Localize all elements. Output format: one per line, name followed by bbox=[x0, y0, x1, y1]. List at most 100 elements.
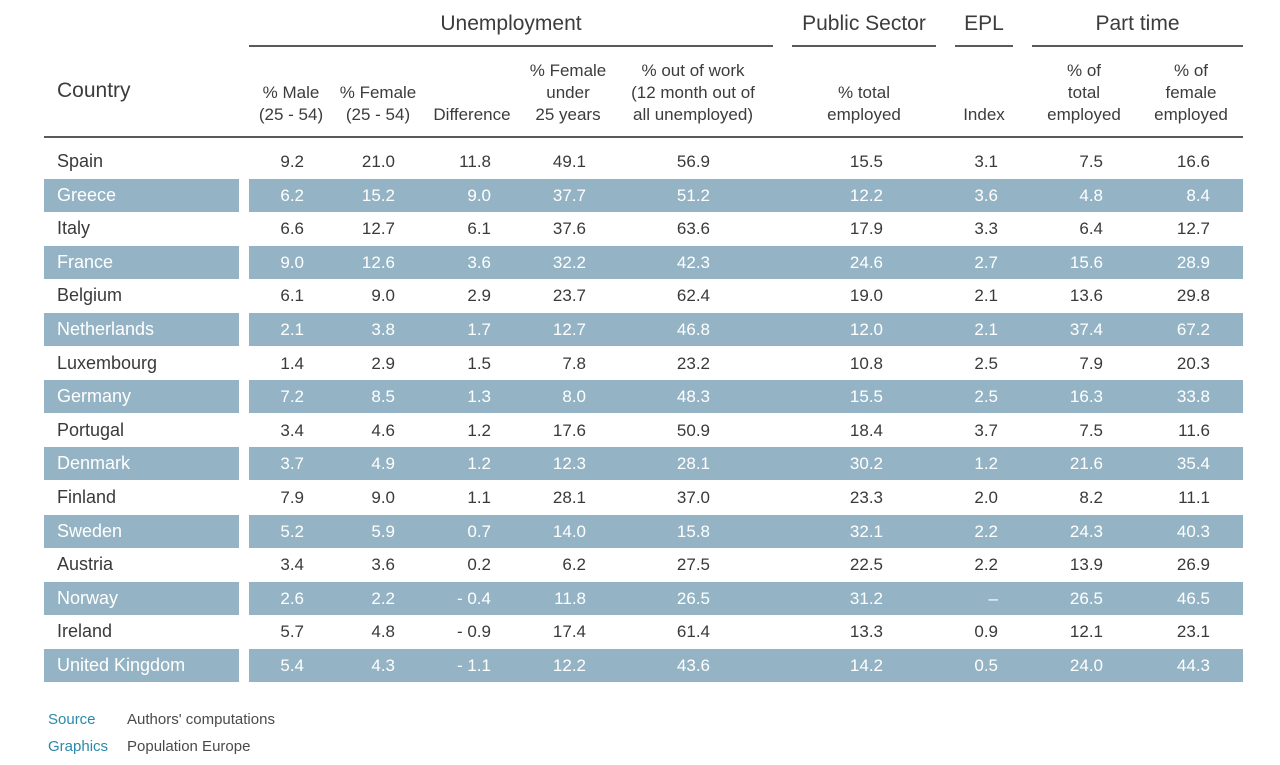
cell-female: 9.0 bbox=[371, 488, 395, 507]
cell-epl-index: 2.2 bbox=[974, 555, 998, 574]
cell-male: 2.1 bbox=[280, 320, 304, 339]
cell-male: 5.4 bbox=[280, 656, 304, 675]
cell-public-total: 32.1 bbox=[849, 522, 883, 541]
row-country-label: Belgium bbox=[57, 285, 123, 305]
source-label: Source bbox=[48, 711, 96, 728]
cell-pt-total: 4.8 bbox=[1079, 186, 1103, 205]
cell-epl-index: 3.3 bbox=[974, 219, 998, 238]
cell-male: 6.1 bbox=[280, 286, 304, 305]
cell-male: 3.7 bbox=[280, 454, 304, 473]
header-rule bbox=[44, 136, 1243, 138]
cell-female-under25: 14.0 bbox=[552, 522, 586, 541]
cell-pt-female: 23.1 bbox=[1176, 622, 1210, 641]
cell-out-of-work: 43.6 bbox=[676, 656, 710, 675]
cell-pt-total: 7.5 bbox=[1079, 152, 1103, 171]
cell-male: 6.6 bbox=[280, 219, 304, 238]
cell-out-of-work: 50.9 bbox=[676, 421, 710, 440]
cell-female: 3.8 bbox=[371, 320, 395, 339]
cell-female-under25: 12.2 bbox=[552, 656, 586, 675]
cell-pt-total: 24.3 bbox=[1069, 522, 1103, 541]
row-band bbox=[249, 447, 1243, 480]
cell-female-under25: 49.1 bbox=[552, 152, 586, 171]
cell-female: 8.5 bbox=[371, 387, 395, 406]
cell-public-total: 30.2 bbox=[849, 454, 883, 473]
cell-female: 12.6 bbox=[361, 253, 395, 272]
group-rule-epl bbox=[955, 45, 1013, 47]
cell-public-total: 22.5 bbox=[849, 555, 883, 574]
group-rule-public-sector bbox=[792, 45, 936, 47]
group-title-unemployment: Unemployment bbox=[440, 12, 582, 35]
row-country-label: Italy bbox=[57, 218, 91, 238]
cell-out-of-work: 37.0 bbox=[676, 488, 710, 507]
cell-pt-female: 26.9 bbox=[1176, 555, 1210, 574]
cell-epl-index: 2.7 bbox=[974, 253, 998, 272]
cell-difference: - 0.4 bbox=[456, 589, 491, 608]
cell-difference: 0.2 bbox=[467, 555, 491, 574]
cell-pt-total: 15.6 bbox=[1069, 253, 1103, 272]
cell-epl-index: 0.5 bbox=[974, 656, 998, 675]
cell-public-total: 14.2 bbox=[849, 656, 883, 675]
cell-pt-total: 8.2 bbox=[1079, 488, 1103, 507]
row-country-label: Ireland bbox=[57, 621, 113, 641]
cell-female-under25: 8.0 bbox=[562, 387, 586, 406]
row-band bbox=[249, 380, 1243, 413]
cell-pt-total: 6.4 bbox=[1079, 219, 1103, 238]
cell-difference: 6.1 bbox=[467, 219, 491, 238]
row-band bbox=[249, 649, 1243, 682]
cell-male: 9.0 bbox=[280, 253, 304, 272]
cell-male: 1.4 bbox=[280, 354, 304, 373]
cell-male: 6.2 bbox=[280, 186, 304, 205]
header-country: Country bbox=[57, 79, 131, 102]
cell-female: 3.6 bbox=[371, 555, 395, 574]
row-band bbox=[249, 515, 1243, 548]
cell-out-of-work: 48.3 bbox=[676, 387, 710, 406]
cell-pt-female: 33.8 bbox=[1176, 387, 1210, 406]
cell-pt-female: 20.3 bbox=[1176, 354, 1210, 373]
row-country-label: Netherlands bbox=[44, 313, 239, 346]
cell-male: 3.4 bbox=[280, 421, 304, 440]
cell-male: 5.7 bbox=[280, 622, 304, 641]
cell-pt-female: 11.1 bbox=[1178, 488, 1210, 507]
header-female: % Female (25 - 54) bbox=[339, 83, 417, 124]
cell-public-total: 19.0 bbox=[849, 286, 883, 305]
cell-epl-index: 2.5 bbox=[974, 387, 998, 406]
cell-pt-total: 21.6 bbox=[1069, 454, 1103, 473]
cell-difference: 0.7 bbox=[467, 522, 491, 541]
cell-female: 15.2 bbox=[361, 186, 395, 205]
cell-female: 4.8 bbox=[371, 622, 395, 641]
group-rule-part-time bbox=[1032, 45, 1243, 47]
row-band bbox=[249, 582, 1243, 615]
header-epl-index: Index bbox=[963, 105, 1005, 124]
cell-epl-index: – bbox=[988, 589, 998, 608]
cell-pt-total: 24.0 bbox=[1069, 656, 1103, 675]
cell-female-under25: 6.2 bbox=[562, 555, 586, 574]
cell-female-under25: 17.6 bbox=[552, 421, 586, 440]
header-female-under25: % Female under 25 years bbox=[529, 61, 607, 124]
cell-epl-index: 2.0 bbox=[974, 488, 998, 507]
cell-male: 5.2 bbox=[280, 522, 304, 541]
cell-difference: 1.7 bbox=[467, 320, 491, 339]
cell-difference: 2.9 bbox=[467, 286, 491, 305]
row-country-label: Austria bbox=[57, 554, 114, 574]
cell-epl-index: 0.9 bbox=[974, 622, 998, 641]
row-country-label: Portugal bbox=[57, 420, 125, 440]
cell-public-total: 15.5 bbox=[849, 387, 883, 406]
header-difference: Difference bbox=[433, 105, 511, 124]
cell-public-total: 23.3 bbox=[849, 488, 883, 507]
cell-female: 2.9 bbox=[371, 354, 395, 373]
cell-female: 9.0 bbox=[371, 286, 395, 305]
cell-female-under25: 17.4 bbox=[552, 622, 586, 641]
cell-female: 21.0 bbox=[361, 152, 395, 171]
cell-public-total: 24.6 bbox=[849, 253, 883, 272]
cell-pt-total: 37.4 bbox=[1069, 320, 1103, 339]
header-pt-total: % of total employed bbox=[1047, 61, 1121, 124]
cell-pt-female: 67.2 bbox=[1176, 320, 1210, 339]
cell-out-of-work: 28.1 bbox=[676, 454, 710, 473]
cell-female-under25: 37.7 bbox=[552, 186, 586, 205]
row-country-label: Denmark bbox=[44, 447, 239, 480]
cell-pt-female: 16.6 bbox=[1176, 152, 1210, 171]
graphics-value: Population Europe bbox=[127, 738, 251, 755]
cell-female-under25: 7.8 bbox=[562, 354, 586, 373]
cell-female: 4.6 bbox=[371, 421, 395, 440]
cell-female-under25: 12.7 bbox=[552, 320, 586, 339]
